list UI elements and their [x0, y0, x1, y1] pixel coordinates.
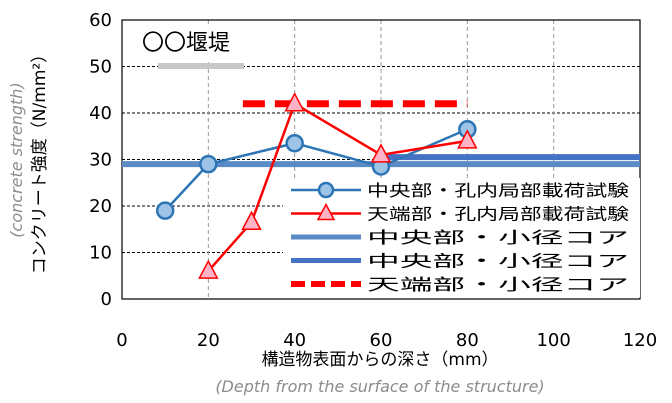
legend-label: 中央部・孔内局部載荷試験 [367, 181, 629, 200]
x-axis-label: 構造物表面からの深さ（mm） [261, 350, 498, 370]
x-axis-label-translation: (Depth from the surface of the structure… [215, 377, 544, 396]
x-tick-label: 60 [370, 330, 393, 351]
data-point [370, 143, 392, 163]
y-tick-label: 0 [101, 289, 112, 310]
y-tick-label: 60 [89, 10, 112, 31]
series-layer [122, 92, 640, 279]
data-point [241, 210, 262, 231]
legend: 中央部・孔内局部載荷試験天端部・孔内局部載荷試験中央部・小径コア中央部・小径コア… [283, 178, 640, 298]
legend-marker [316, 202, 336, 221]
data-point [198, 259, 219, 279]
axes: 0 10 20 30 40 50 60 0 20 40 60 80 100 120 [89, 10, 657, 351]
legend-label: 中央部・小径コア [367, 228, 629, 247]
series-1 [155, 120, 477, 220]
x-tick-label: 120 [623, 330, 657, 351]
legend-label: 天端部・小径コア [367, 275, 629, 294]
legend-item: 中央部・小径コア [291, 228, 629, 247]
data-point [457, 129, 478, 149]
legend-marker [317, 181, 335, 199]
x-tick-label: 20 [197, 330, 220, 351]
y-axis-label-translation: (concrete strength) [7, 82, 26, 237]
x-tick-label: 40 [283, 330, 306, 351]
y-tick-label: 20 [89, 196, 112, 217]
data-point [284, 92, 305, 112]
y-tick-label: 50 [89, 57, 112, 78]
data-point [285, 133, 304, 153]
legend-label: 天端部・孔内局部載荷試験 [367, 205, 629, 224]
data-point [155, 201, 175, 220]
data-point [199, 154, 218, 174]
legend-label: 中央部・小径コア [367, 252, 629, 271]
legend-item: 中央部・孔内局部載荷試験 [291, 181, 629, 200]
x-tick-label: 0 [116, 330, 127, 351]
legend-item: 中央部・小径コア [291, 252, 629, 271]
series-2 [198, 92, 478, 279]
annotation: 〇〇堰堤 [137, 26, 287, 69]
annotation-text: 〇〇堰堤 [142, 31, 230, 56]
x-tick-label: 100 [536, 330, 570, 351]
y-tick-label: 10 [89, 243, 112, 264]
y-axis-label: コンクリート強度（N/mm²） [30, 46, 50, 274]
x-tick-label: 80 [456, 330, 479, 351]
legend-item: 天端部・孔内局部載荷試験 [291, 202, 629, 224]
legend-item: 天端部・小径コア [291, 275, 629, 294]
annotation-box [137, 26, 287, 60]
y-tick-label: 30 [89, 150, 112, 171]
y-tick-label: 40 [89, 103, 112, 124]
